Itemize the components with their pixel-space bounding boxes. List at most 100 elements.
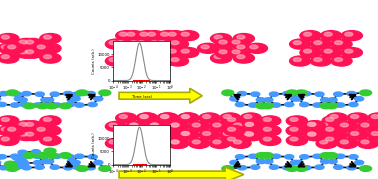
Circle shape bbox=[264, 98, 273, 102]
Circle shape bbox=[308, 132, 316, 136]
Circle shape bbox=[320, 123, 328, 127]
Circle shape bbox=[71, 97, 80, 101]
Circle shape bbox=[233, 33, 254, 43]
Circle shape bbox=[213, 140, 221, 144]
Circle shape bbox=[119, 32, 127, 36]
Circle shape bbox=[158, 41, 166, 45]
Circle shape bbox=[147, 121, 168, 131]
Circle shape bbox=[242, 121, 263, 131]
Circle shape bbox=[337, 121, 358, 131]
Circle shape bbox=[147, 49, 155, 53]
Circle shape bbox=[211, 43, 232, 53]
Circle shape bbox=[75, 103, 84, 107]
Circle shape bbox=[157, 130, 178, 140]
Circle shape bbox=[40, 126, 61, 136]
Circle shape bbox=[322, 126, 343, 136]
Circle shape bbox=[228, 118, 235, 121]
Circle shape bbox=[302, 166, 311, 170]
Circle shape bbox=[26, 122, 34, 126]
Circle shape bbox=[371, 132, 378, 135]
Circle shape bbox=[321, 48, 342, 58]
Circle shape bbox=[0, 43, 19, 53]
Circle shape bbox=[347, 130, 368, 140]
Circle shape bbox=[22, 38, 43, 49]
Circle shape bbox=[313, 103, 322, 107]
Circle shape bbox=[116, 130, 137, 140]
Circle shape bbox=[340, 140, 349, 144]
Circle shape bbox=[326, 127, 334, 131]
Circle shape bbox=[209, 138, 231, 148]
Circle shape bbox=[157, 113, 178, 123]
Circle shape bbox=[14, 160, 23, 165]
Circle shape bbox=[99, 166, 111, 171]
Circle shape bbox=[43, 45, 51, 49]
Circle shape bbox=[22, 166, 31, 170]
Circle shape bbox=[290, 56, 311, 66]
Circle shape bbox=[271, 103, 280, 107]
Circle shape bbox=[127, 32, 135, 36]
Circle shape bbox=[245, 122, 254, 126]
Circle shape bbox=[368, 130, 378, 140]
Circle shape bbox=[326, 127, 334, 131]
Circle shape bbox=[237, 55, 245, 59]
Circle shape bbox=[261, 153, 273, 158]
Circle shape bbox=[310, 56, 332, 66]
Circle shape bbox=[322, 126, 343, 136]
Circle shape bbox=[43, 137, 51, 141]
Circle shape bbox=[140, 32, 148, 36]
Circle shape bbox=[304, 130, 325, 141]
Circle shape bbox=[94, 160, 103, 165]
Circle shape bbox=[295, 166, 307, 171]
Circle shape bbox=[4, 43, 25, 53]
Circle shape bbox=[6, 166, 19, 171]
Circle shape bbox=[324, 49, 332, 53]
Circle shape bbox=[181, 49, 189, 53]
Circle shape bbox=[331, 39, 352, 49]
Circle shape bbox=[150, 123, 158, 127]
Circle shape bbox=[109, 123, 117, 127]
Circle shape bbox=[41, 98, 50, 102]
Circle shape bbox=[0, 116, 19, 126]
Circle shape bbox=[178, 130, 199, 140]
Circle shape bbox=[147, 121, 168, 131]
Circle shape bbox=[321, 159, 330, 164]
Circle shape bbox=[219, 50, 227, 54]
Circle shape bbox=[349, 155, 358, 159]
Circle shape bbox=[310, 39, 332, 49]
Circle shape bbox=[33, 103, 42, 107]
Circle shape bbox=[4, 126, 25, 136]
Circle shape bbox=[12, 165, 22, 169]
Circle shape bbox=[304, 130, 325, 141]
X-axis label: Time (sec): Time (sec) bbox=[132, 95, 152, 99]
Circle shape bbox=[260, 126, 281, 136]
Circle shape bbox=[161, 32, 169, 36]
Circle shape bbox=[0, 160, 1, 165]
Circle shape bbox=[119, 49, 127, 53]
Circle shape bbox=[2, 55, 9, 59]
Circle shape bbox=[316, 138, 337, 148]
Circle shape bbox=[293, 41, 301, 45]
Circle shape bbox=[230, 160, 239, 165]
Circle shape bbox=[181, 132, 189, 135]
Circle shape bbox=[126, 56, 147, 66]
Circle shape bbox=[43, 118, 51, 121]
FancyArrow shape bbox=[119, 88, 202, 103]
Circle shape bbox=[171, 140, 179, 144]
Circle shape bbox=[300, 102, 309, 107]
Circle shape bbox=[294, 160, 303, 165]
Circle shape bbox=[368, 113, 378, 123]
Circle shape bbox=[211, 53, 232, 63]
Circle shape bbox=[18, 159, 27, 164]
Circle shape bbox=[256, 153, 268, 158]
Circle shape bbox=[157, 130, 178, 140]
Circle shape bbox=[315, 92, 324, 96]
Circle shape bbox=[150, 41, 158, 45]
Circle shape bbox=[14, 97, 23, 101]
Circle shape bbox=[337, 138, 358, 148]
Circle shape bbox=[86, 91, 95, 96]
Circle shape bbox=[347, 91, 356, 96]
Circle shape bbox=[361, 123, 369, 127]
Circle shape bbox=[263, 137, 271, 141]
Circle shape bbox=[144, 48, 165, 58]
Circle shape bbox=[0, 166, 8, 170]
